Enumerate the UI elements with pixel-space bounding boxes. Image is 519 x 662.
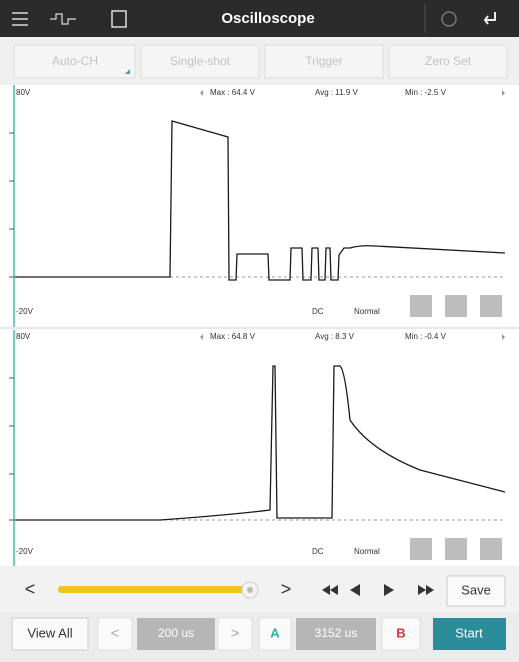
plot-area [0,85,519,327]
zero-set-button[interactable] [388,44,508,79]
icon-button[interactable] [445,295,467,317]
settings-icon[interactable] [12,12,28,26]
save-button[interactable] [446,575,506,607]
icon-button[interactable] [480,295,502,317]
min-value: Min : -0.4 V [405,332,447,341]
arrow [200,334,203,340]
auto-ch-button[interactable] [13,44,136,79]
header-title: Oscilloscope [221,10,314,27]
bottom-scale: -20V [16,307,34,316]
timebase-value: 200 us [158,626,194,640]
avg-value: Avg : 11.9 V [315,88,359,97]
start-button[interactable] [433,618,506,650]
position-slider[interactable] [58,586,253,593]
scroll-right[interactable]: > [281,579,292,599]
axis-ticks [9,132,14,278]
icon-button[interactable] [480,538,502,560]
icon-button[interactable] [445,538,467,560]
timebase-up-label: > [231,625,240,642]
plot-area [0,330,519,566]
toolbar-buttons: Auto-CH Single-shot Trigger Zero Set [13,44,508,79]
top-scale: 80V [16,88,31,97]
max-value: Max : 64.4 V [210,88,256,97]
min-value: Min : -2.5 V [405,88,447,97]
timebase-down[interactable] [97,617,133,651]
single-shot-label: Single-shot [170,54,231,68]
icon-button[interactable] [410,295,432,317]
arrow [200,90,203,96]
coupling: DC [312,307,324,316]
view-all-label: View All [27,625,72,640]
header-bar [0,0,519,37]
zero-set-label: Zero Set [425,54,472,68]
refresh-icon[interactable] [441,11,457,27]
cursor-a-button[interactable] [258,617,292,651]
trigger-label: Trigger [305,54,343,68]
auto-ch-label: Auto-CH [52,54,98,68]
avg-value: Avg : 8.3 V [315,332,355,341]
arrow [502,334,505,340]
cursor-b-label: B [396,625,405,640]
step-back-button[interactable] [350,584,360,596]
cursor-b-button[interactable] [381,617,421,651]
cursor-a-label: A [270,625,280,640]
back-icon[interactable] [483,12,496,25]
trigger-mode: Normal [354,547,380,556]
dropdown-indicator [125,69,130,74]
start-label: Start [455,625,483,640]
fast-forward-button[interactable] [418,585,434,595]
slider-knob-center [247,587,253,593]
channel-2: 80V Max : 64.8 V Avg : 8.3 V Min : -0.4 … [0,330,519,566]
timebase-up[interactable] [217,617,253,651]
cursor-position: 3152 us [315,626,358,640]
scroll-left[interactable]: < [25,579,36,599]
save-label: Save [461,582,491,597]
waveform [15,365,506,521]
single-shot-button[interactable] [140,44,260,79]
top-scale: 80V [16,332,31,341]
trigger-button[interactable] [264,44,384,79]
axis-ticks [9,377,14,521]
channel-1: 80V Max : 64.4 V Avg : 11.9 V Min : -2.5… [0,85,519,327]
coupling: DC [312,547,324,556]
file-icon[interactable] [111,10,127,28]
max-value: Max : 64.8 V [210,332,256,341]
icon-button[interactable] [410,538,432,560]
rewind-button[interactable] [322,585,338,595]
timebase-field [137,618,215,650]
arrow [502,90,505,96]
timebase-down-label: < [111,625,120,642]
wave-icon[interactable] [50,13,76,25]
view-all-button[interactable] [11,617,89,651]
trigger-mode: Normal [354,307,380,316]
cursor-field [296,618,376,650]
bottom-scale: -20V [16,547,34,556]
step-forward-button[interactable] [384,584,394,596]
waveform [15,120,506,281]
